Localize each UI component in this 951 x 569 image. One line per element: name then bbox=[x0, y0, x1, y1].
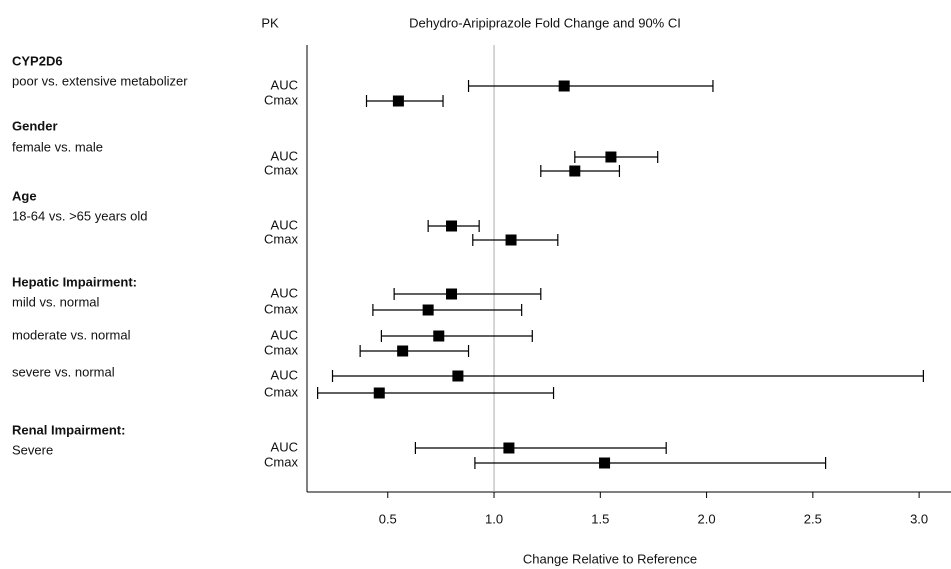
pk-label: AUC bbox=[271, 439, 298, 454]
point-estimate bbox=[392, 95, 404, 107]
pk-header: PK bbox=[261, 15, 279, 30]
chart-title: Dehydro-Aripiprazole Fold Change and 90%… bbox=[409, 15, 681, 30]
group-subtitle: severe vs. normal bbox=[12, 364, 115, 379]
point-estimate bbox=[505, 234, 517, 246]
pk-label: Cmax bbox=[264, 162, 298, 177]
group-subtitle: poor vs. extensive metabolizer bbox=[12, 73, 188, 88]
group-title: Renal Impairment: bbox=[12, 422, 125, 437]
pk-label: Cmax bbox=[264, 231, 298, 246]
pk-label: Cmax bbox=[264, 301, 298, 316]
point-estimate bbox=[373, 387, 385, 399]
group-subtitle: moderate vs. normal bbox=[12, 327, 131, 342]
group-title: Age bbox=[12, 188, 37, 203]
pk-label: Cmax bbox=[264, 384, 298, 399]
group-title: CYP2D6 bbox=[12, 53, 63, 68]
group-subtitle: female vs. male bbox=[12, 139, 103, 154]
x-tick-label: 1.5 bbox=[591, 511, 609, 526]
point-estimate bbox=[558, 80, 570, 92]
group-subtitle: Severe bbox=[12, 442, 53, 457]
group-title: Gender bbox=[12, 118, 58, 133]
pk-label: AUC bbox=[271, 327, 298, 342]
point-estimate bbox=[397, 345, 409, 357]
point-estimate bbox=[569, 165, 581, 177]
pk-label: AUC bbox=[271, 367, 298, 382]
group-subtitle: mild vs. normal bbox=[12, 294, 100, 309]
point-estimate bbox=[446, 220, 458, 232]
pk-label: Cmax bbox=[264, 454, 298, 469]
point-estimate bbox=[605, 151, 617, 163]
group-title: Hepatic Impairment: bbox=[12, 274, 137, 289]
pk-label: Cmax bbox=[264, 92, 298, 107]
point-estimate bbox=[452, 370, 464, 382]
x-tick-label: 0.5 bbox=[379, 511, 397, 526]
point-estimate bbox=[422, 304, 434, 316]
pk-label: AUC bbox=[271, 285, 298, 300]
x-tick-label: 1.0 bbox=[485, 511, 503, 526]
point-estimate bbox=[433, 330, 445, 342]
point-estimate bbox=[503, 442, 515, 454]
pk-label: AUC bbox=[271, 148, 298, 163]
x-tick-label: 2.0 bbox=[698, 511, 716, 526]
point-estimate bbox=[599, 457, 611, 469]
pk-label: AUC bbox=[271, 217, 298, 232]
x-axis-label: Change Relative to Reference bbox=[523, 551, 697, 566]
point-estimate bbox=[446, 288, 458, 300]
group-subtitle: 18-64 vs. >65 years old bbox=[12, 208, 148, 223]
pk-label: Cmax bbox=[264, 342, 298, 357]
x-tick-label: 2.5 bbox=[804, 511, 822, 526]
pk-label: AUC bbox=[271, 77, 298, 92]
x-tick-label: 3.0 bbox=[910, 511, 928, 526]
